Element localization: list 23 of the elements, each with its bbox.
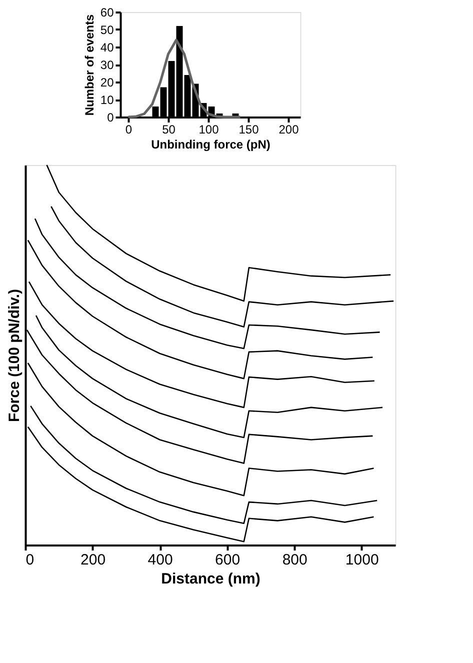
x-tick-label: 150	[238, 122, 260, 136]
x-tick-label: 50	[162, 122, 176, 136]
x-tick-label: 0	[125, 122, 132, 136]
x-tick-label: 400	[148, 552, 173, 568]
x-tick-label: 200	[80, 552, 106, 568]
x-axis-title: Distance (nm)	[161, 570, 260, 588]
y-tick-label: 60	[100, 6, 114, 20]
y-tick-label: 40	[100, 40, 114, 54]
x-tick-label: 200	[278, 122, 300, 136]
x-tick-label: 0	[26, 552, 34, 568]
x-axis-title: Unbinding force (pN)	[151, 138, 270, 152]
y-tick-label: 30	[100, 58, 114, 72]
y-tick-label: 50	[100, 23, 114, 37]
x-tick-label: 800	[282, 552, 308, 568]
y-axis-title: Force (100 pN/div.)	[6, 288, 23, 422]
y-tick-label: 0	[107, 110, 114, 124]
x-tick-label: 100	[198, 122, 220, 136]
x-tick-label: 1000	[345, 552, 379, 568]
y-axis-title: Number of events	[82, 14, 96, 116]
line-series	[127, 38, 242, 118]
x-tick-label: 600	[215, 552, 240, 568]
y-tick-label: 10	[100, 93, 114, 107]
y-tick-label: 20	[100, 76, 114, 90]
